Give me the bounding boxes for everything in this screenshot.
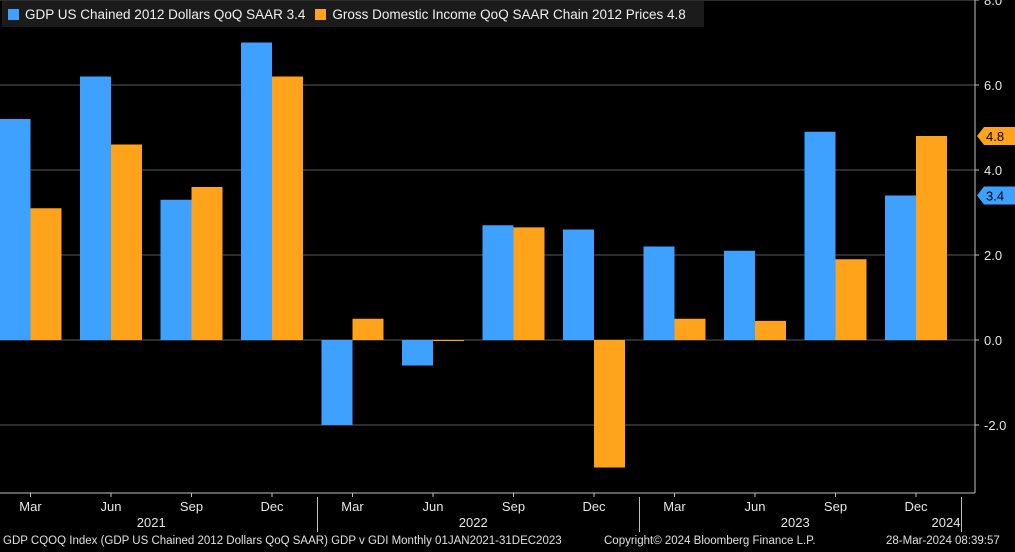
bar-gdi-11 [916,136,947,340]
bar-gdp-4 [321,340,353,425]
y-tick-label: 4.0 [984,163,1002,178]
legend-item-gdp: GDP US Chained 2012 Dollars QoQ SAAR 3.4 [8,7,305,22]
bar-chart: -2.0 0.0 2.0 4.0 6.0 8.0 4.8 3.4 Mar Jun Sep Dec Mar… [0,0,1015,532]
bar-gdi-0 [30,208,62,340]
legend-swatch-gdi [315,8,327,20]
year-label-2022: 2022 [459,515,488,530]
bar-gdi-7 [594,340,625,468]
legend-label-gdp: GDP US Chained 2012 Dollars QoQ SAAR 3.4 [25,6,306,22]
bar-gdp-0 [0,119,31,340]
legend: GDP US Chained 2012 Dollars QoQ SAAR 3.4… [2,1,704,27]
bar-gdi-8 [674,318,706,340]
y-tick-label: 8.0 [984,0,1002,8]
x-tick-label: Dec [904,499,928,514]
bar-gdi-5 [433,340,464,341]
y-tick-label: -2.0 [984,418,1006,433]
bar-gdp-5 [402,340,433,366]
x-tick-label: Jun [101,499,122,514]
year-label-2021: 2021 [137,515,166,530]
last-value-label-0: 4.8 [986,129,1004,144]
bar-gdi-4 [352,318,384,340]
bar-gdi-9 [755,320,786,340]
year-label-2024: 2024 [932,515,961,530]
legend-item-gdi: Gross Domestic Income QoQ SAAR Chain 201… [315,6,686,22]
legend-swatch-gdp [8,8,19,20]
x-tick-label: Mar [19,499,42,514]
bar-gdi-6 [513,227,545,340]
bar-gdp-11 [885,195,916,340]
bar-gdi-3 [272,76,303,340]
bar-gdi-2 [191,187,223,340]
y-tick-label: 0.0 [984,333,1002,348]
footer-timestamp: 28-Mar-2024 08:39:57 [886,535,1000,547]
x-tick-label: Jun [745,499,766,514]
last-value-tag-1 [977,186,1015,205]
legend-label-gdi: Gross Domestic Income QoQ SAAR Chain 201… [332,6,686,22]
x-tick-label: Sep [180,499,203,514]
x-tick-label: Jun [423,499,444,514]
x-tick-label: Mar [341,499,364,514]
last-value-tag-0 [977,127,1015,145]
x-tick-label: Dec [260,499,284,514]
y-tick-label: 6.0 [984,78,1002,93]
x-tick-label: Dec [582,499,606,514]
bar-gdp-10 [804,131,836,340]
bar-gdi-1 [111,144,142,340]
footer-source: GDP CQOQ Index (GDP US Chained 2012 Doll… [3,535,562,547]
bar-gdp-1 [80,76,111,340]
x-tick-label: Sep [502,499,525,514]
last-value-label-1: 3.4 [986,189,1004,204]
bar-gdp-9 [724,250,755,340]
x-tick-label: Mar [663,499,686,514]
bar-gdp-6 [482,225,514,340]
footer-copyright: Copyright© 2024 Bloomberg Finance L.P. [604,535,816,547]
x-tick-label: Sep [824,499,847,514]
year-label-2023: 2023 [781,515,810,530]
bar-gdp-7 [563,229,594,340]
bar-gdp-3 [241,42,272,340]
bar-gdp-2 [160,199,192,340]
y-tick-label: 2.0 [984,248,1002,263]
bar-gdp-8 [643,246,675,340]
bar-gdi-10 [835,259,867,340]
footer: GDP CQOQ Index (GDP US Chained 2012 Doll… [0,532,1015,552]
